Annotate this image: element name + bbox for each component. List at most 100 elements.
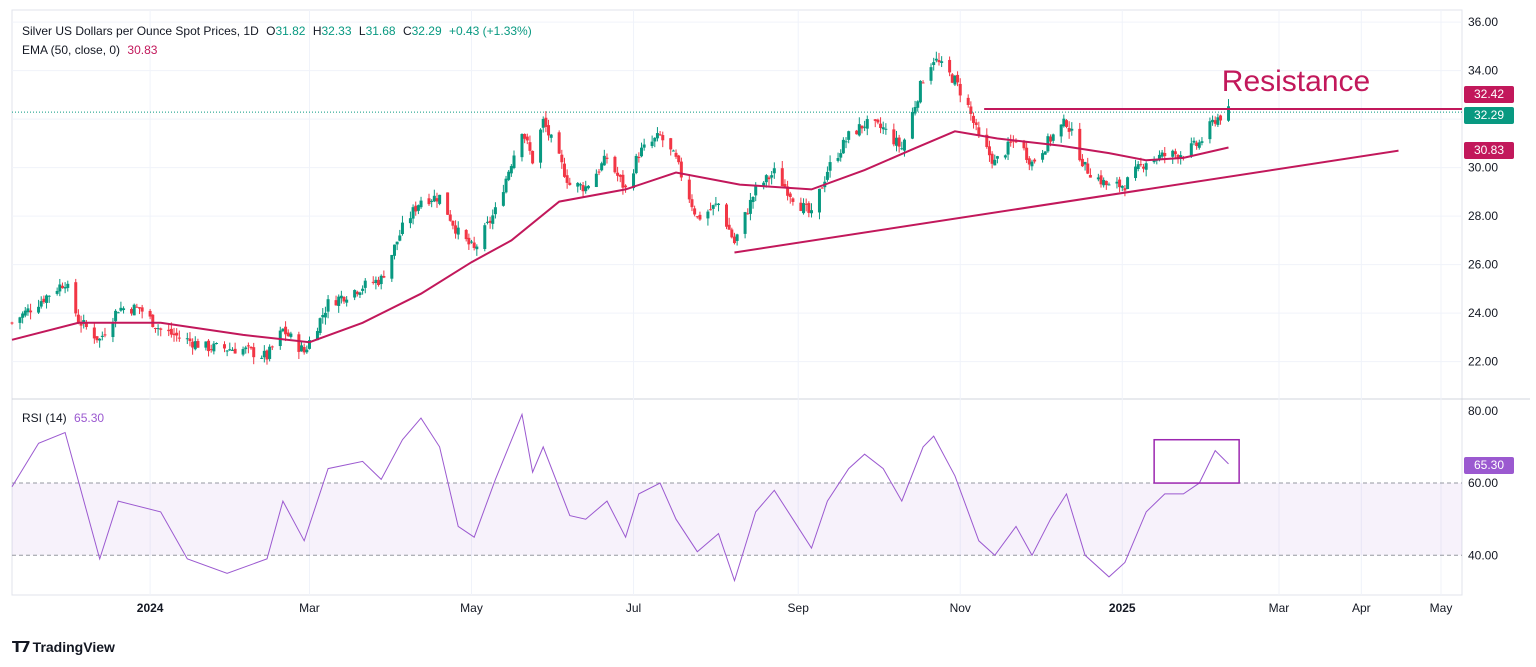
candle-body [76, 314, 80, 324]
candle-body [597, 171, 601, 173]
rsi-tick-label: 80.00 [1468, 404, 1498, 418]
candle-body [613, 156, 617, 173]
candle-body [525, 136, 529, 141]
candle-body [130, 309, 134, 314]
candle-body [353, 290, 357, 298]
candle-body [135, 306, 139, 308]
price-tick-label: 30.00 [1468, 161, 1498, 175]
candle-body [1173, 151, 1177, 155]
candle-body [770, 175, 774, 178]
chart-header: Silver US Dollars per Ounce Spot Prices,… [22, 24, 536, 38]
candle-body [1107, 184, 1111, 186]
candle-body [212, 343, 216, 352]
candle-body [902, 139, 906, 151]
candle-body [557, 132, 561, 154]
time-tick-label: Nov [950, 601, 971, 615]
candle-body [55, 290, 59, 294]
candle-body [382, 276, 386, 278]
candle-body [1083, 161, 1087, 165]
candle-body [669, 138, 673, 150]
candle-body [860, 125, 864, 129]
candle-body [167, 329, 171, 332]
candle-body [84, 322, 88, 328]
candle-body [358, 292, 362, 295]
candle-body [1096, 177, 1100, 180]
candle-body [732, 236, 736, 244]
candle-body [207, 340, 211, 352]
candle-body [456, 227, 460, 235]
candle-body [318, 318, 322, 333]
candle-body [1049, 136, 1053, 142]
candle-body [1134, 166, 1138, 179]
tradingview-logo-icon: 𝗧𝟳 [12, 639, 31, 656]
candle-body [268, 346, 272, 359]
candle-body [863, 126, 867, 128]
candle-body [501, 192, 505, 206]
candle-body [1078, 128, 1082, 161]
candle-body [1200, 141, 1204, 143]
candle-body [215, 342, 219, 344]
candle-body [578, 184, 582, 186]
candle-body [222, 344, 226, 349]
candle-body [974, 122, 978, 125]
candle-body [392, 244, 396, 256]
candle-body [1033, 159, 1037, 162]
tradingview-logo[interactable]: 𝗧𝟳 TradingView [12, 638, 115, 656]
candle-body [265, 350, 269, 360]
candle-body [993, 159, 997, 166]
candle-body [547, 125, 551, 136]
time-tick-label: Jul [626, 601, 641, 615]
candle-body [677, 155, 681, 163]
grid-lines [11, 9, 1530, 596]
candle-body [241, 349, 245, 355]
candle-body [594, 173, 598, 188]
candle-body [361, 288, 365, 291]
open-value: 31.82 [275, 24, 306, 38]
candle-body [29, 310, 33, 313]
candle-body [377, 279, 381, 285]
candle-body [504, 178, 508, 193]
candle-body [873, 119, 877, 121]
candle-body [786, 186, 790, 196]
candle-body [26, 308, 30, 313]
candle-body [969, 106, 973, 114]
time-tick-label: Mar [1269, 601, 1290, 615]
candle-body [140, 307, 144, 312]
plot-frame [11, 9, 1463, 596]
annotations: Resistance [12, 65, 1462, 484]
axis-labels: 22.0024.0026.0028.0030.0032.0034.0036.00… [137, 15, 1499, 615]
candle-body [1211, 119, 1215, 123]
candle-body [897, 137, 901, 147]
candle-body [512, 155, 516, 168]
candle-body [802, 203, 806, 214]
candle-body [1086, 163, 1090, 174]
candle-body [632, 173, 636, 189]
candle-body [735, 234, 739, 241]
candle-body [616, 172, 620, 176]
candle-body [1120, 185, 1124, 188]
rsi-label: RSI (14) [22, 411, 67, 425]
candle-body [1219, 115, 1223, 121]
candles [10, 51, 1231, 365]
candle-body [743, 212, 747, 234]
candle-body [977, 127, 981, 135]
candle-body [448, 214, 452, 221]
candle-body [855, 130, 859, 135]
candle-body [137, 307, 141, 309]
candle-body [23, 310, 27, 316]
candle-body [990, 153, 994, 164]
candle-body [754, 184, 758, 196]
candle-body [472, 242, 476, 248]
candle-body [1139, 164, 1143, 166]
candle-body [37, 306, 41, 313]
candle-body [1051, 134, 1055, 141]
candle-body [1157, 154, 1161, 160]
candle-body [305, 349, 309, 353]
candle-body [847, 131, 851, 140]
candle-body [297, 334, 301, 352]
candle-body [1195, 142, 1199, 146]
candle-body [679, 161, 683, 178]
ascending-trendline [734, 149, 1399, 254]
last-price-tag: 32.29 [1464, 107, 1514, 124]
candle-body [780, 168, 784, 187]
